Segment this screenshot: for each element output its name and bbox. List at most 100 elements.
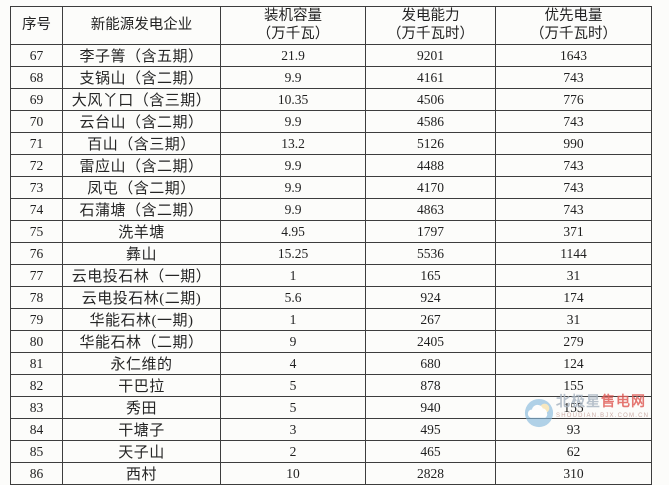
generation-cell: 4161 <box>365 66 496 89</box>
priority-cell: 990 <box>495 132 652 155</box>
generation-cell: 495 <box>365 418 496 441</box>
header-enterprise: 新能源发电企业 <box>62 6 221 45</box>
capacity-cell: 9.9 <box>220 198 366 221</box>
serial-cell: 82 <box>10 374 63 397</box>
serial-cell: 72 <box>10 154 63 177</box>
header-installed-capacity: 装机容量 （万千瓦） <box>220 6 366 45</box>
serial-cell: 68 <box>10 66 63 89</box>
table-body: 67 李子箐（含五期） 21.9 9201 1643 68 支锅山（含二期） 9.9 4161 7… <box>10 44 652 485</box>
generation-cell: 9201 <box>365 44 496 67</box>
header-generation-capability: 发电能力 （万千瓦时） <box>365 6 496 45</box>
priority-cell: 174 <box>495 286 652 309</box>
serial-cell: 86 <box>10 462 63 485</box>
table-row: 70 云台山（含二期） 9.9 4586 743 <box>10 110 652 133</box>
generation-cell: 4863 <box>365 198 496 221</box>
generation-cell: 165 <box>365 264 496 287</box>
table-row: 79 华能石林(一期) 1 267 31 <box>10 308 652 331</box>
priority-cell: 743 <box>495 198 652 221</box>
enterprise-cell: 彝山 <box>62 242 221 265</box>
serial-cell: 74 <box>10 198 63 221</box>
header-row: 序号 新能源发电企业 装机容量 （万千瓦） 发电能力 （万千瓦时） 优先电量 （… <box>10 6 652 45</box>
generation-cell: 2405 <box>365 330 496 353</box>
enterprise-cell: 云电投石林(二期) <box>62 286 221 309</box>
priority-cell: 62 <box>495 440 652 463</box>
enterprise-cell: 永仁维的 <box>62 352 221 375</box>
serial-cell: 85 <box>10 440 63 463</box>
priority-cell: 743 <box>495 154 652 177</box>
capacity-cell: 3 <box>220 418 366 441</box>
priority-cell: 1643 <box>495 44 652 67</box>
serial-cell: 83 <box>10 396 63 419</box>
header-generation-capability-label: 发电能力 <box>401 8 460 25</box>
capacity-cell: 13.2 <box>220 132 366 155</box>
serial-cell: 70 <box>10 110 63 133</box>
table-row: 82 干巴拉 5 878 155 <box>10 374 652 397</box>
serial-cell: 81 <box>10 352 63 375</box>
enterprise-cell: 西村 <box>62 462 221 485</box>
capacity-cell: 5.6 <box>220 286 366 309</box>
generation-cell: 5536 <box>365 242 496 265</box>
capacity-cell: 15.25 <box>220 242 366 265</box>
serial-cell: 76 <box>10 242 63 265</box>
capacity-cell: 2 <box>220 440 366 463</box>
serial-cell: 78 <box>10 286 63 309</box>
enterprise-cell: 天子山 <box>62 440 221 463</box>
capacity-cell: 4.95 <box>220 220 366 243</box>
table-row: 83 秀田 5 940 155 <box>10 396 652 419</box>
enterprise-cell: 石蒲塘（含二期） <box>62 198 221 221</box>
enterprise-cell: 凤屯（含二期） <box>62 176 221 199</box>
capacity-cell: 21.9 <box>220 44 366 67</box>
header-priority-energy: 优先电量 （万千瓦时） <box>495 6 652 45</box>
table-row: 72 雷应山（含二期） 9.9 4488 743 <box>10 154 652 177</box>
enterprise-cell: 大风丫口（含三期） <box>62 88 221 111</box>
table-row: 78 云电投石林(二期) 5.6 924 174 <box>10 286 652 309</box>
header-installed-capacity-unit: （万千瓦） <box>256 25 330 42</box>
capacity-cell: 9.9 <box>220 176 366 199</box>
enterprise-cell: 洗羊塘 <box>62 220 221 243</box>
capacity-cell: 9.9 <box>220 154 366 177</box>
generation-cell: 465 <box>365 440 496 463</box>
header-enterprise-label: 新能源发电企业 <box>90 16 193 33</box>
table-row: 67 李子箐（含五期） 21.9 9201 1643 <box>10 44 652 67</box>
priority-cell: 155 <box>495 396 652 419</box>
header-serial: 序号 <box>10 6 63 45</box>
priority-cell: 31 <box>495 264 652 287</box>
table-row: 68 支锅山（含二期） 9.9 4161 743 <box>10 66 652 89</box>
generation-cell: 4586 <box>365 110 496 133</box>
table-row: 73 凤屯（含二期） 9.9 4170 743 <box>10 176 652 199</box>
priority-cell: 155 <box>495 374 652 397</box>
capacity-cell: 9.9 <box>220 66 366 89</box>
capacity-cell: 10 <box>220 462 366 485</box>
table-row: 74 石蒲塘（含二期） 9.9 4863 743 <box>10 198 652 221</box>
priority-cell: 743 <box>495 176 652 199</box>
priority-cell: 279 <box>495 330 652 353</box>
enterprise-cell: 李子箐（含五期） <box>62 44 221 67</box>
header-priority-energy-unit: （万千瓦时） <box>530 25 617 42</box>
scanned-table-page: { "table": { "columns": [ { "line1": "序号… <box>10 6 652 485</box>
table-row: 76 彝山 15.25 5536 1144 <box>10 242 652 265</box>
table-row: 81 永仁维的 4 680 124 <box>10 352 652 375</box>
enterprise-cell: 华能石林(一期) <box>62 308 221 331</box>
generation-cell: 680 <box>365 352 496 375</box>
generation-cell: 4506 <box>365 88 496 111</box>
serial-cell: 80 <box>10 330 63 353</box>
generation-cell: 4488 <box>365 154 496 177</box>
priority-cell: 743 <box>495 66 652 89</box>
serial-cell: 69 <box>10 88 63 111</box>
header-serial-label: 序号 <box>22 16 51 33</box>
generation-cell: 2828 <box>365 462 496 485</box>
table-row: 69 大风丫口（含三期） 10.35 4506 776 <box>10 88 652 111</box>
enterprise-cell: 云电投石林（一期） <box>62 264 221 287</box>
priority-cell: 93 <box>495 418 652 441</box>
table-row: 75 洗羊塘 4.95 1797 371 <box>10 220 652 243</box>
capacity-cell: 4 <box>220 352 366 375</box>
generation-cell: 4170 <box>365 176 496 199</box>
enterprise-cell: 干巴拉 <box>62 374 221 397</box>
table-row: 86 西村 10 2828 310 <box>10 462 652 485</box>
generation-cell: 5126 <box>365 132 496 155</box>
priority-cell: 1144 <box>495 242 652 265</box>
table-row: 77 云电投石林（一期） 1 165 31 <box>10 264 652 287</box>
capacity-cell: 5 <box>220 374 366 397</box>
capacity-cell: 1 <box>220 264 366 287</box>
priority-cell: 371 <box>495 220 652 243</box>
